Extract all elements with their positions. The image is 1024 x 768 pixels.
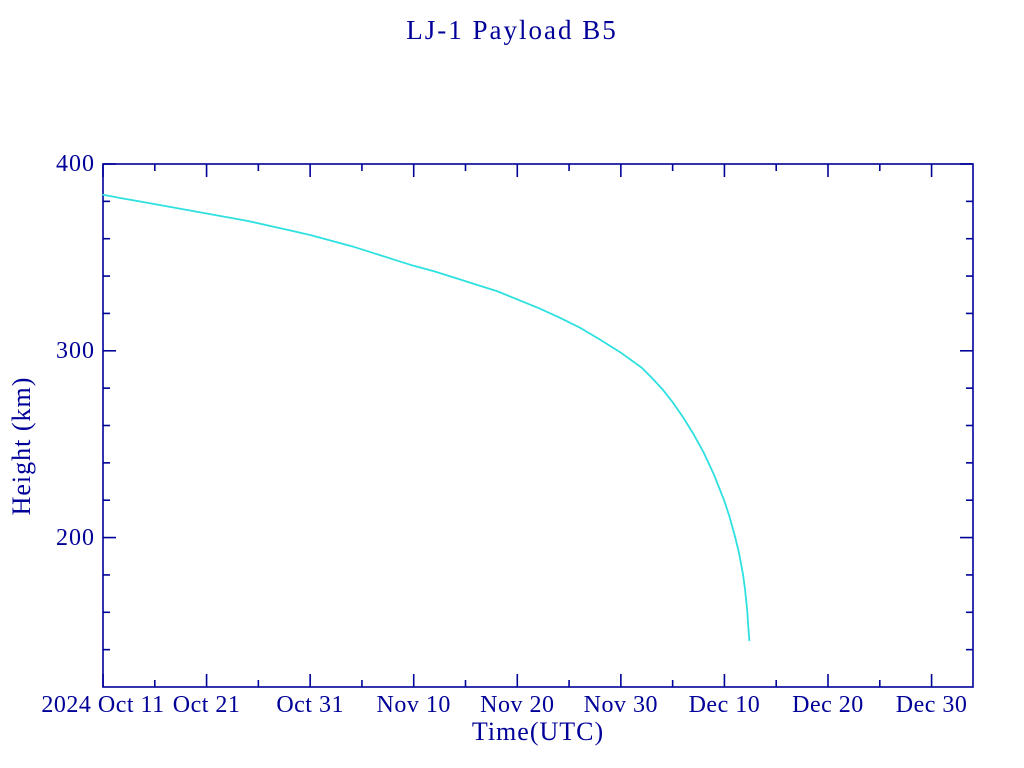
x-tick-label: Nov 30	[583, 692, 659, 718]
plot-border	[102, 163, 974, 688]
x-tick-label: Nov 20	[480, 692, 555, 718]
y-tick-label: 300	[56, 337, 95, 364]
x-tick-label: 2024 Oct 11	[41, 692, 165, 718]
x-tick-label: Nov 10	[376, 692, 451, 718]
x-tick-label: Oct 21	[172, 692, 241, 718]
x-axis-label: Time(UTC)	[471, 717, 605, 746]
y-tick-label: 400	[56, 151, 95, 177]
y-axis-label: Height (km)	[7, 376, 36, 516]
chart-title: LJ-1 Payload B5	[406, 15, 618, 45]
decay-curve	[102, 193, 751, 642]
x-tick-label: Dec 30	[895, 692, 968, 718]
y-tick-label: 200	[56, 524, 95, 551]
x-tick-label: Dec 10	[688, 692, 761, 718]
x-tick-label: Oct 31	[276, 692, 344, 718]
x-tick-label: Dec 20	[792, 692, 864, 718]
